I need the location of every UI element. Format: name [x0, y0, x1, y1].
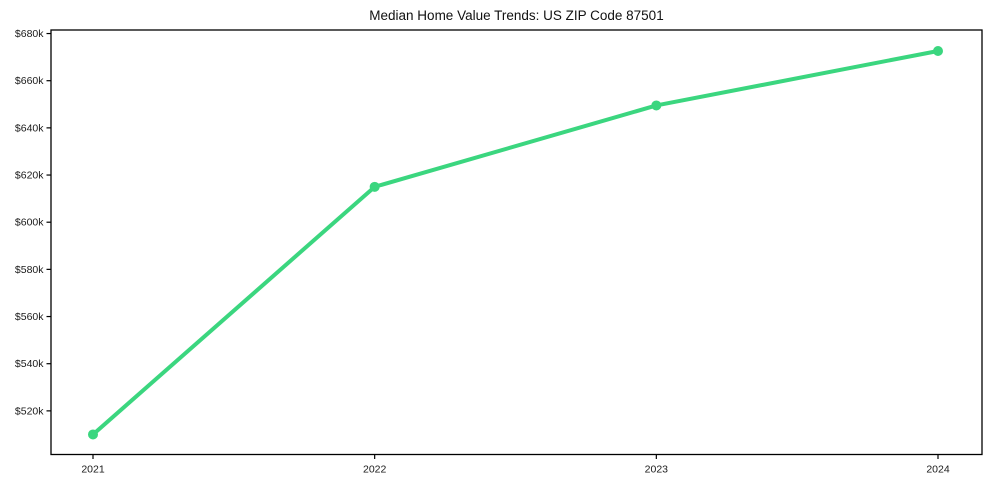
y-tick-label: $680k: [15, 28, 44, 40]
y-tick-label: $660k: [15, 75, 44, 87]
plot-border: [50, 29, 983, 456]
y-tick-label: $520k: [15, 405, 44, 417]
y-tick-label: $540k: [15, 358, 44, 370]
y-tick-label: $620k: [15, 170, 44, 182]
data-point-marker: [651, 100, 662, 111]
x-tick-label: 2021: [81, 464, 105, 476]
x-tick-label: 2022: [363, 464, 387, 476]
y-tick-label: $560k: [15, 311, 44, 323]
y-tick-label: $640k: [15, 122, 44, 134]
x-tick-label: 2024: [926, 464, 950, 476]
data-point-marker: [369, 181, 380, 192]
y-tick-label: $580k: [15, 264, 44, 276]
data-point-marker: [933, 45, 943, 56]
x-tick-label: 2023: [645, 464, 669, 476]
chart-title: Median Home Value Trends: US ZIP Code 87…: [369, 8, 664, 23]
data-point-marker: [88, 429, 98, 440]
line-series: [91, 48, 940, 437]
y-tick-label: $600k: [15, 217, 44, 229]
